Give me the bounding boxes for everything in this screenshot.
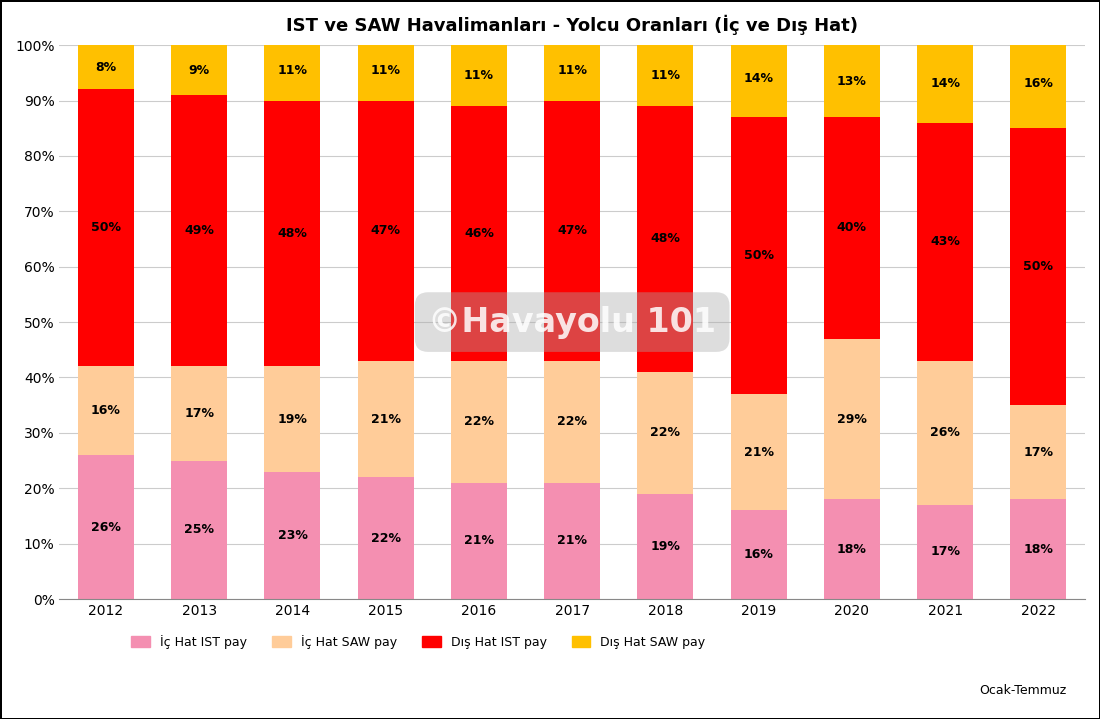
- Text: 11%: 11%: [277, 63, 308, 76]
- Bar: [730, 510, 786, 599]
- Text: 21%: 21%: [464, 534, 494, 547]
- Text: 43%: 43%: [931, 235, 960, 248]
- Bar: [358, 361, 414, 477]
- Text: 17%: 17%: [931, 546, 960, 559]
- Text: 14%: 14%: [744, 72, 773, 85]
- Text: 48%: 48%: [650, 232, 681, 245]
- Bar: [637, 494, 693, 599]
- Bar: [78, 367, 134, 455]
- Text: ©Havayolu 101: ©Havayolu 101: [428, 306, 716, 339]
- Bar: [264, 40, 320, 101]
- Text: 50%: 50%: [744, 249, 773, 262]
- Text: 22%: 22%: [650, 426, 681, 439]
- Text: 47%: 47%: [371, 224, 400, 237]
- Bar: [451, 45, 507, 106]
- Text: 21%: 21%: [744, 446, 773, 459]
- Text: 17%: 17%: [184, 407, 214, 420]
- Bar: [1011, 406, 1066, 499]
- Bar: [78, 455, 134, 599]
- Text: 19%: 19%: [277, 413, 307, 426]
- Text: 26%: 26%: [931, 426, 960, 439]
- Text: 22%: 22%: [558, 416, 587, 429]
- Bar: [451, 106, 507, 361]
- Bar: [824, 339, 880, 499]
- Text: 11%: 11%: [371, 63, 400, 76]
- Bar: [544, 482, 601, 599]
- Text: 48%: 48%: [277, 227, 307, 240]
- Text: 11%: 11%: [558, 63, 587, 76]
- Bar: [824, 45, 880, 117]
- Text: 16%: 16%: [744, 548, 773, 562]
- Text: 11%: 11%: [464, 69, 494, 82]
- Title: IST ve SAW Havalimanları - Yolcu Oranları (İç ve Dış Hat): IST ve SAW Havalimanları - Yolcu Oranlar…: [286, 15, 858, 35]
- Text: 13%: 13%: [837, 75, 867, 88]
- Bar: [1011, 499, 1066, 599]
- Bar: [264, 472, 320, 599]
- Bar: [637, 372, 693, 494]
- Text: 40%: 40%: [837, 221, 867, 234]
- Bar: [358, 40, 414, 101]
- Bar: [1011, 40, 1066, 128]
- Text: 25%: 25%: [184, 523, 214, 536]
- Bar: [451, 482, 507, 599]
- Bar: [78, 89, 134, 367]
- Text: 21%: 21%: [558, 534, 587, 547]
- Bar: [917, 361, 974, 505]
- Text: 19%: 19%: [650, 540, 681, 553]
- Text: 16%: 16%: [1023, 78, 1054, 91]
- Text: 22%: 22%: [371, 531, 400, 544]
- Bar: [824, 117, 880, 339]
- Bar: [78, 45, 134, 89]
- Bar: [544, 101, 601, 361]
- Bar: [172, 367, 228, 461]
- Text: 49%: 49%: [185, 224, 214, 237]
- Bar: [730, 40, 786, 117]
- Text: 14%: 14%: [931, 78, 960, 91]
- Bar: [730, 117, 786, 394]
- Bar: [172, 45, 228, 95]
- Text: 23%: 23%: [277, 528, 307, 542]
- Bar: [1011, 128, 1066, 406]
- Legend: İç Hat IST pay, İç Hat SAW pay, Dış Hat IST pay, Dış Hat SAW pay: İç Hat IST pay, İç Hat SAW pay, Dış Hat …: [126, 630, 711, 654]
- Bar: [544, 40, 601, 101]
- Text: 47%: 47%: [558, 224, 587, 237]
- Bar: [544, 361, 601, 482]
- Bar: [264, 101, 320, 367]
- Bar: [358, 477, 414, 599]
- Bar: [637, 106, 693, 372]
- Text: 29%: 29%: [837, 413, 867, 426]
- Text: 46%: 46%: [464, 227, 494, 240]
- Bar: [917, 505, 974, 599]
- Text: 22%: 22%: [464, 416, 494, 429]
- Text: 18%: 18%: [1023, 543, 1054, 556]
- Text: 11%: 11%: [650, 69, 681, 82]
- Text: 50%: 50%: [1023, 260, 1054, 273]
- Bar: [824, 499, 880, 599]
- Bar: [451, 361, 507, 482]
- Bar: [730, 394, 786, 510]
- Text: 18%: 18%: [837, 543, 867, 556]
- Bar: [917, 123, 974, 361]
- Bar: [917, 45, 974, 123]
- Text: 17%: 17%: [1023, 446, 1054, 459]
- Text: 50%: 50%: [91, 221, 121, 234]
- Bar: [172, 95, 228, 367]
- Bar: [358, 101, 414, 361]
- Bar: [264, 367, 320, 472]
- Text: 8%: 8%: [96, 61, 117, 74]
- Text: Ocak-Temmuz: Ocak-Temmuz: [980, 684, 1067, 697]
- Text: 26%: 26%: [91, 521, 121, 533]
- Bar: [172, 461, 228, 599]
- Text: 9%: 9%: [189, 63, 210, 76]
- Bar: [637, 45, 693, 106]
- Text: 16%: 16%: [91, 404, 121, 417]
- Text: 21%: 21%: [371, 413, 400, 426]
